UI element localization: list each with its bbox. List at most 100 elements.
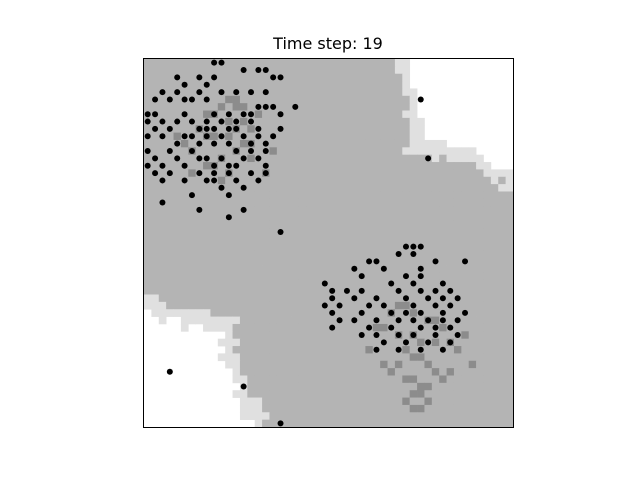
heatmap-cell (306, 338, 315, 347)
heatmap-cell (291, 184, 300, 192)
heatmap-cell (306, 419, 315, 428)
heatmap-cell (498, 323, 506, 332)
heatmap-cell (453, 368, 462, 376)
heatmap-cell (232, 257, 241, 266)
heatmap-cell (239, 235, 248, 244)
heatmap-cell (166, 198, 174, 207)
heatmap-cell (505, 206, 514, 214)
heatmap-cell (483, 331, 492, 340)
agent-point (225, 111, 232, 118)
heatmap-cell (166, 66, 174, 75)
heatmap-cell (453, 346, 462, 354)
heatmap-cell (372, 220, 381, 229)
heatmap-cell (284, 73, 292, 82)
heatmap-cell (291, 382, 300, 391)
heatmap-cell (151, 103, 160, 111)
heatmap-cell (350, 338, 359, 347)
heatmap-cell (461, 397, 470, 406)
heatmap-cell (180, 316, 189, 325)
heatmap-cell (476, 301, 484, 310)
heatmap-cell (350, 103, 359, 111)
heatmap-cell (439, 191, 447, 200)
heatmap-cell (468, 162, 477, 170)
heatmap-cell (210, 198, 219, 207)
heatmap-cell (180, 117, 189, 126)
heatmap-cell (210, 279, 219, 288)
heatmap-cell (476, 294, 484, 303)
heatmap-cell (210, 301, 219, 310)
heatmap-cell (476, 265, 484, 273)
heatmap-cell (232, 301, 241, 310)
heatmap-cell (321, 397, 329, 406)
heatmap-cell (439, 206, 447, 214)
heatmap-cell (254, 309, 263, 317)
agent-point (152, 125, 159, 132)
heatmap-cell (173, 110, 182, 119)
agent-point (211, 111, 218, 118)
heatmap-cell (380, 228, 388, 236)
heatmap-cell (417, 147, 425, 156)
heatmap-cell (387, 235, 396, 244)
heatmap-cell (335, 243, 344, 251)
heatmap-cell (291, 125, 300, 133)
heatmap-cell (247, 95, 256, 104)
agent-point (248, 89, 255, 96)
heatmap-cell (409, 88, 418, 97)
heatmap-cell (188, 272, 197, 281)
heatmap-cell (476, 184, 484, 192)
heatmap-cell (335, 346, 344, 354)
agent-point (417, 287, 424, 294)
heatmap-cell (195, 316, 204, 325)
heatmap-cell (380, 206, 388, 214)
heatmap-cell (173, 81, 182, 89)
agent-point (255, 177, 262, 184)
heatmap-cell (358, 117, 366, 126)
heatmap-cell (158, 265, 167, 273)
heatmap-cell (144, 294, 152, 303)
heatmap-cell (247, 360, 256, 369)
heatmap-cell (490, 228, 499, 236)
heatmap-cell (276, 235, 285, 244)
heatmap-cell (276, 412, 285, 420)
heatmap-cell (365, 265, 374, 273)
heatmap-cell (335, 331, 344, 340)
heatmap-cell (409, 404, 418, 413)
heatmap-cell (439, 323, 447, 332)
heatmap-cell (232, 360, 241, 369)
heatmap-cell (335, 382, 344, 391)
heatmap-cell (476, 272, 484, 281)
heatmap-cell (232, 250, 241, 259)
heatmap-cell (431, 404, 440, 413)
heatmap-cell (424, 279, 433, 288)
heatmap-cell (321, 309, 329, 317)
heatmap-cell (298, 316, 307, 325)
heatmap-cell (409, 206, 418, 214)
heatmap-cell (380, 412, 388, 420)
heatmap-cell (461, 287, 470, 295)
heatmap-cell (203, 59, 211, 67)
heatmap-cell (321, 323, 329, 332)
heatmap-cell (468, 338, 477, 347)
heatmap-cell (394, 338, 403, 347)
heatmap-cell (365, 184, 374, 192)
heatmap-cell (483, 309, 492, 317)
heatmap-cell (498, 198, 506, 207)
heatmap-cell (328, 397, 337, 406)
heatmap-cell (284, 360, 292, 369)
heatmap-cell (417, 368, 425, 376)
heatmap-cell (239, 243, 248, 251)
heatmap-cell (151, 162, 160, 170)
heatmap-cell (380, 169, 388, 178)
agent-point (188, 118, 195, 125)
heatmap-cell (225, 176, 233, 185)
heatmap-cell (350, 59, 359, 67)
heatmap-cell (446, 191, 455, 200)
heatmap-cell (298, 235, 307, 244)
heatmap-cell (254, 287, 263, 295)
heatmap-cell (254, 353, 263, 362)
heatmap-cell (158, 154, 167, 163)
heatmap-cell (498, 213, 506, 222)
heatmap-cell (402, 375, 411, 384)
heatmap-cell (387, 132, 396, 141)
heatmap-cell (490, 397, 499, 406)
